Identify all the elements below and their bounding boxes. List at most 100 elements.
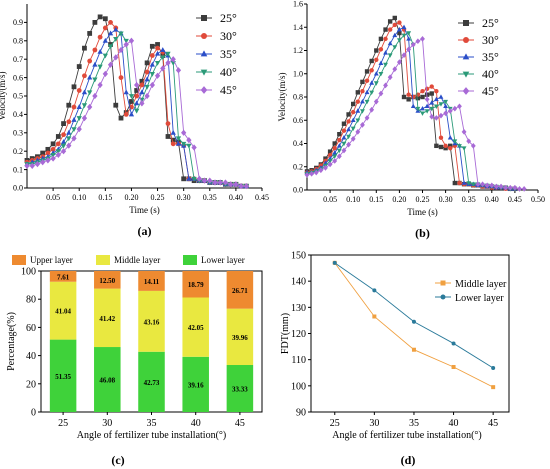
data-point (82, 73, 87, 79)
bar-segment (182, 271, 209, 298)
data-point (76, 64, 82, 69)
data-point (313, 169, 319, 176)
data-point (396, 38, 402, 43)
data-point (346, 141, 351, 148)
data-point (448, 143, 453, 149)
data-point (71, 84, 77, 90)
data-point (401, 94, 407, 100)
data-point (433, 96, 439, 102)
data-label: 46.08 (99, 377, 115, 385)
data-point (507, 184, 513, 191)
x-axis-label: Angle of fertilizer tube installation(°) (332, 430, 482, 441)
data-point (92, 47, 98, 53)
data-point (424, 109, 430, 114)
y-tick-label: 0.9 (13, 18, 23, 27)
bar-segment (138, 351, 165, 412)
data-point (181, 129, 187, 136)
data-point (165, 59, 171, 66)
data-point (134, 81, 140, 89)
data-point (60, 139, 67, 144)
bar-segment (226, 271, 254, 309)
data-point (372, 288, 377, 293)
data-point (434, 143, 439, 149)
data-point (55, 151, 61, 158)
data-point (186, 137, 192, 144)
data-point (410, 41, 416, 48)
data-point (434, 88, 439, 94)
legend-marker (200, 69, 208, 76)
data-point (346, 134, 351, 140)
x-axis-label: Time (s) (129, 205, 159, 215)
data-point (374, 48, 379, 53)
y-tick-label: 0.7 (13, 55, 23, 64)
y-tick-label: 80 (26, 295, 36, 306)
data-point (97, 64, 103, 70)
legend-entry: 35° (482, 50, 499, 64)
data-point (360, 88, 365, 94)
x-tick-label: 0.10 (346, 195, 360, 204)
y-tick-label: 0.4 (293, 139, 303, 148)
data-point (129, 99, 134, 104)
data-point (355, 99, 361, 104)
data-point (102, 53, 108, 59)
legend-entry: Middle layer (455, 279, 507, 290)
data-label: 42.73 (144, 379, 160, 387)
data-point (392, 22, 397, 28)
data-point (392, 15, 397, 21)
panel-label: (b) (415, 226, 430, 240)
y-tick-label: 1.4 (293, 23, 303, 32)
data-point (475, 181, 481, 188)
legend-entry: Lower layer (455, 293, 504, 304)
data-point (82, 45, 87, 51)
data-point (61, 121, 66, 126)
data-point (134, 88, 140, 93)
y-tick-label: 100 (291, 381, 306, 392)
data-point (139, 100, 145, 107)
data-point (222, 179, 229, 186)
data-point (128, 111, 135, 117)
data-point (170, 129, 176, 135)
y-tick-label: 20 (26, 379, 36, 390)
data-point (212, 179, 218, 186)
data-point (40, 159, 46, 166)
data-point (71, 127, 77, 132)
data-point (364, 69, 370, 74)
data-point (410, 103, 416, 109)
data-point (175, 136, 182, 142)
data-point (332, 260, 337, 265)
x-tick-label: 0.35 (462, 195, 476, 204)
data-point (451, 364, 456, 369)
series-1 (332, 260, 496, 371)
data-point (397, 30, 402, 36)
data-label: 33.33 (232, 386, 248, 394)
data-point (233, 181, 239, 188)
data-point (186, 175, 192, 181)
legend-entry: Lower layer (201, 255, 245, 265)
data-point (238, 183, 244, 190)
bar-segment (226, 365, 254, 412)
data-point (139, 89, 145, 95)
data-point (360, 122, 365, 128)
data-point (165, 134, 171, 139)
data-point (364, 78, 370, 83)
data-point (144, 69, 150, 75)
data-point (154, 60, 161, 66)
x-tick-label: 0.35 (203, 193, 217, 202)
data-point (113, 37, 119, 42)
data-point (498, 183, 504, 190)
data-point (55, 149, 61, 155)
x-tick-label: 30 (102, 418, 112, 429)
data-point (149, 43, 155, 49)
data-point (424, 96, 430, 103)
data-point (102, 37, 108, 43)
panel-label: (d) (401, 453, 416, 467)
panel-label: (c) (111, 453, 124, 467)
y-tick-label: 0.4 (13, 110, 23, 119)
data-point (107, 30, 114, 36)
data-point (191, 176, 197, 182)
data-point (429, 84, 434, 89)
x-axis-label: Time (s) (407, 207, 437, 217)
data-point (443, 143, 448, 149)
legend-entry: 45° (220, 83, 237, 97)
data-point (24, 162, 30, 170)
